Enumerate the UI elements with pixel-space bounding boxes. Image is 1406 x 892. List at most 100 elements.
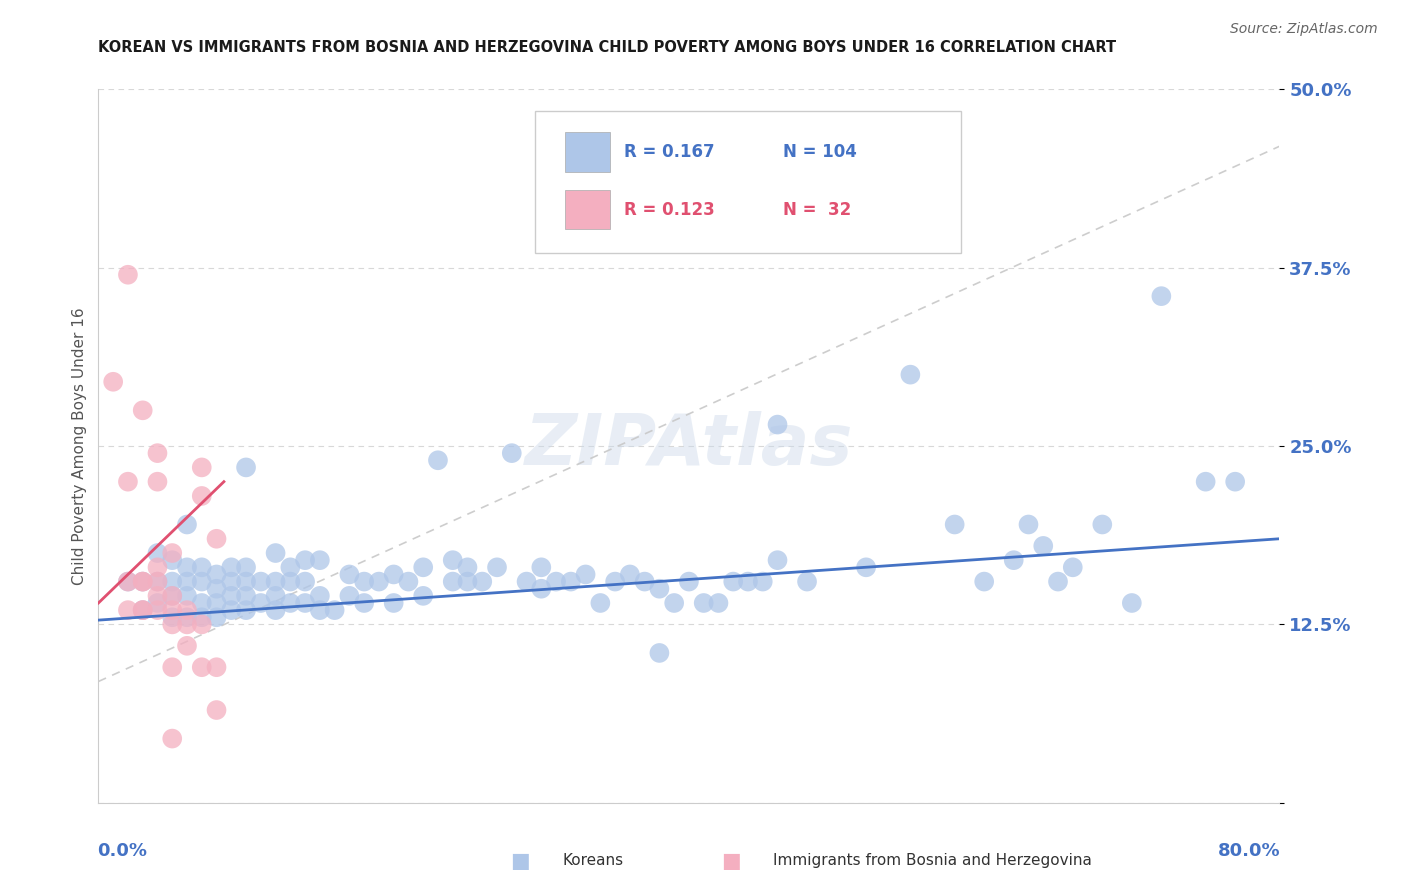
Point	[648, 646, 671, 660]
Point	[1091, 517, 1114, 532]
Point	[205, 567, 228, 582]
Point	[1017, 517, 1039, 532]
FancyBboxPatch shape	[565, 190, 610, 229]
Point	[678, 574, 700, 589]
Point	[146, 546, 169, 560]
Point	[337, 589, 360, 603]
Point	[515, 574, 537, 589]
Text: Koreans: Koreans	[562, 854, 623, 868]
Point	[353, 574, 375, 589]
Text: Immigrants from Bosnia and Herzegovina: Immigrants from Bosnia and Herzegovina	[773, 854, 1092, 868]
Point	[1062, 560, 1084, 574]
Point	[796, 574, 818, 589]
Point	[721, 574, 744, 589]
Point	[176, 610, 198, 624]
Point	[132, 403, 155, 417]
Point	[737, 574, 759, 589]
Point	[456, 560, 478, 574]
Point	[382, 596, 405, 610]
Point	[146, 574, 169, 589]
Text: R = 0.167: R = 0.167	[624, 143, 714, 161]
Point	[544, 574, 567, 589]
Point	[191, 560, 214, 574]
Point	[309, 589, 332, 603]
Point	[176, 639, 198, 653]
Point	[132, 603, 155, 617]
Point	[1223, 475, 1246, 489]
Point	[264, 546, 287, 560]
Text: 0.0%: 0.0%	[97, 842, 148, 860]
Text: R = 0.123: R = 0.123	[624, 201, 714, 219]
Point	[205, 532, 228, 546]
Point	[264, 589, 287, 603]
Point	[191, 660, 214, 674]
Point	[589, 596, 612, 610]
Point	[943, 517, 966, 532]
Point	[146, 560, 169, 574]
Point	[162, 553, 183, 567]
FancyBboxPatch shape	[565, 132, 610, 171]
Point	[191, 574, 214, 589]
Point	[707, 596, 730, 610]
Point	[574, 567, 596, 582]
Point	[191, 596, 214, 610]
Point	[146, 603, 169, 617]
Point	[264, 574, 287, 589]
Point	[633, 574, 655, 589]
Point	[973, 574, 995, 589]
Point	[103, 375, 125, 389]
Point	[176, 560, 198, 574]
Point	[337, 567, 360, 582]
Point	[501, 446, 523, 460]
Point	[162, 546, 183, 560]
Point	[146, 475, 169, 489]
Point	[146, 596, 169, 610]
Point	[278, 560, 302, 574]
Point	[825, 196, 848, 211]
Text: 80.0%: 80.0%	[1218, 842, 1281, 860]
Point	[766, 553, 789, 567]
Point	[1002, 553, 1025, 567]
Point	[323, 603, 346, 617]
Point	[309, 603, 332, 617]
Point	[664, 596, 686, 610]
Point	[309, 553, 332, 567]
Point	[250, 596, 273, 610]
Point	[1195, 475, 1218, 489]
Point	[117, 574, 139, 589]
Point	[132, 574, 155, 589]
Point	[162, 731, 183, 746]
Point	[162, 589, 183, 603]
Point	[471, 574, 494, 589]
Point	[132, 603, 155, 617]
Point	[1046, 574, 1069, 589]
Point	[162, 589, 183, 603]
Point	[117, 268, 139, 282]
Point	[191, 617, 214, 632]
Point	[205, 596, 228, 610]
Point	[162, 574, 183, 589]
Point	[191, 489, 214, 503]
Point	[486, 560, 509, 574]
Point	[278, 596, 302, 610]
Point	[162, 603, 183, 617]
Point	[427, 453, 450, 467]
Point	[605, 574, 627, 589]
Point	[219, 603, 242, 617]
Text: ZIPAtlas: ZIPAtlas	[524, 411, 853, 481]
Point	[751, 574, 773, 589]
Point	[176, 589, 198, 603]
Point	[235, 460, 257, 475]
Text: N =  32: N = 32	[783, 201, 852, 219]
Point	[191, 460, 214, 475]
Point	[530, 582, 553, 596]
Point	[235, 603, 257, 617]
Point	[530, 560, 553, 574]
Point	[396, 574, 419, 589]
Point	[1150, 289, 1173, 303]
Point	[441, 574, 464, 589]
Y-axis label: Child Poverty Among Boys Under 16: Child Poverty Among Boys Under 16	[72, 307, 87, 585]
Point	[560, 574, 582, 589]
Point	[176, 617, 198, 632]
Point	[117, 475, 139, 489]
